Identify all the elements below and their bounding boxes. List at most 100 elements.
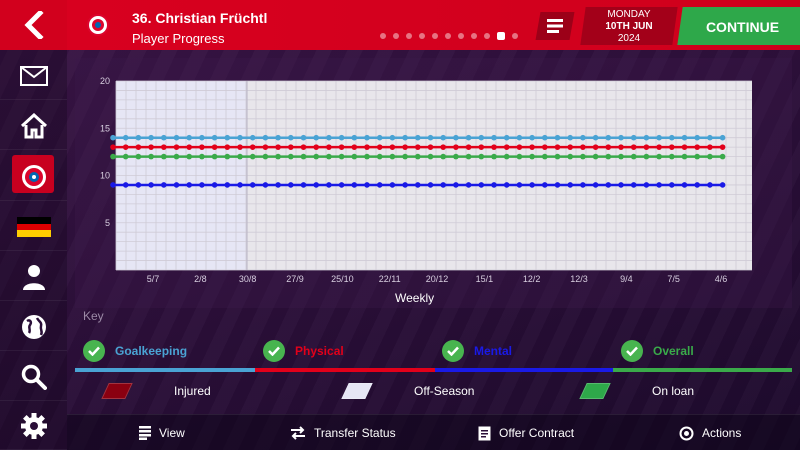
sidebar-item-search[interactable] [0, 353, 67, 401]
data-point-mental [161, 182, 167, 188]
data-point-goalkeeping [338, 134, 345, 141]
data-point-physical [554, 144, 561, 150]
data-point-overall [338, 153, 345, 160]
checkmark-icon [83, 340, 105, 362]
page-dot[interactable] [458, 33, 464, 39]
data-point-physical [173, 144, 180, 150]
data-point-physical [694, 144, 700, 150]
page-dot[interactable] [497, 32, 505, 40]
page-dot[interactable] [471, 33, 477, 39]
data-point-mental [440, 182, 447, 188]
data-point-physical [161, 144, 167, 150]
list-menu-icon [547, 19, 563, 33]
data-point-mental [643, 182, 650, 188]
data-point-goalkeeping [415, 134, 421, 141]
data-point-goalkeeping [364, 134, 370, 141]
data-point-goalkeeping [186, 134, 192, 141]
sidebar-item-club[interactable] [0, 153, 67, 201]
sidebar-item-settings[interactable] [0, 402, 67, 450]
page-dot[interactable] [484, 33, 490, 39]
home-icon [20, 112, 47, 138]
checkmark-icon [263, 340, 285, 362]
data-point-overall [249, 153, 256, 160]
data-point-goalkeeping [262, 134, 269, 141]
sidebar-item-manager[interactable] [0, 253, 67, 301]
legend-on-loan: On loan [579, 381, 694, 401]
data-point-physical [148, 144, 154, 150]
data-point-goalkeeping [326, 134, 332, 141]
data-point-mental [389, 182, 396, 188]
data-point-mental [491, 182, 497, 188]
key-toggle-goalkeeping[interactable]: Goalkeeping [83, 339, 187, 363]
sidebar-item-inbox[interactable] [0, 52, 67, 100]
header-bar: 36. Christian Früchtl Player Progress MO… [67, 0, 800, 50]
data-point-overall [427, 153, 434, 160]
data-point-physical [478, 144, 485, 150]
x-tick-label: 27/9 [286, 274, 304, 284]
page-dot[interactable] [445, 33, 451, 39]
data-point-goalkeeping [148, 134, 154, 141]
data-point-physical [288, 144, 294, 150]
data-point-goalkeeping [529, 134, 535, 141]
transfer-status-button[interactable]: Transfer Status [290, 425, 396, 441]
x-tick-label: 15/1 [476, 274, 494, 284]
page-title: Player Progress [132, 31, 225, 46]
actions-label: Actions [702, 426, 742, 440]
data-point-goalkeeping [211, 134, 218, 141]
back-button[interactable] [0, 0, 67, 50]
offer-contract-button[interactable]: Offer Contract [478, 425, 574, 441]
data-point-overall [275, 153, 281, 160]
legend-injured: Injured [101, 381, 211, 401]
data-point-overall [491, 153, 497, 160]
data-point-mental [275, 182, 281, 188]
data-point-goalkeeping [669, 134, 675, 141]
sidebar-item-home[interactable] [0, 102, 67, 150]
data-point-mental [694, 182, 700, 188]
data-point-overall [465, 153, 472, 160]
data-point-mental [262, 182, 269, 188]
y-tick-label: 15 [100, 123, 110, 133]
data-point-goalkeeping [491, 134, 497, 141]
view-button[interactable]: View [139, 425, 185, 441]
view-list-icon [139, 426, 151, 440]
page-dot[interactable] [380, 33, 386, 39]
view-label: View [159, 426, 185, 440]
actions-button[interactable]: Actions [679, 425, 741, 441]
data-point-mental [503, 182, 510, 188]
data-point-physical [542, 144, 548, 150]
data-point-mental [516, 182, 523, 188]
data-point-goalkeeping [643, 134, 650, 141]
data-point-physical [376, 144, 383, 150]
transfer-arrows-icon [291, 426, 305, 440]
menu-button[interactable] [535, 12, 575, 40]
data-point-goalkeeping [351, 134, 358, 141]
data-point-physical [338, 144, 345, 150]
sidebar-item-world[interactable] [0, 303, 67, 351]
key-toggle-mental[interactable]: Mental [442, 339, 512, 363]
key-title: Key [83, 309, 104, 323]
injured-swatch [101, 383, 133, 399]
key-toggle-overall[interactable]: Overall [621, 339, 694, 363]
data-point-goalkeeping [707, 134, 713, 141]
data-point-goalkeeping [656, 134, 662, 141]
page-dot[interactable] [406, 33, 412, 39]
data-point-mental [326, 182, 332, 188]
page-dot[interactable] [432, 33, 438, 39]
data-point-goalkeeping [440, 134, 447, 141]
page-dot[interactable] [419, 33, 425, 39]
page-dot[interactable] [393, 33, 399, 39]
y-tick-label: 10 [100, 171, 110, 181]
data-point-mental [529, 182, 535, 188]
data-point-overall [580, 153, 586, 160]
current-date: MONDAY 10TH JUN 2024 [583, 9, 675, 45]
key-toggle-physical[interactable]: Physical [263, 339, 344, 363]
data-point-mental [313, 182, 319, 188]
data-point-physical [529, 144, 535, 150]
sidebar-item-nation[interactable] [0, 203, 67, 251]
page-indicator[interactable] [380, 32, 518, 40]
data-point-goalkeeping [554, 134, 561, 141]
data-point-goalkeeping [224, 134, 231, 141]
data-point-overall [630, 153, 637, 160]
page-dot[interactable] [512, 33, 518, 39]
data-point-physical [681, 144, 688, 150]
